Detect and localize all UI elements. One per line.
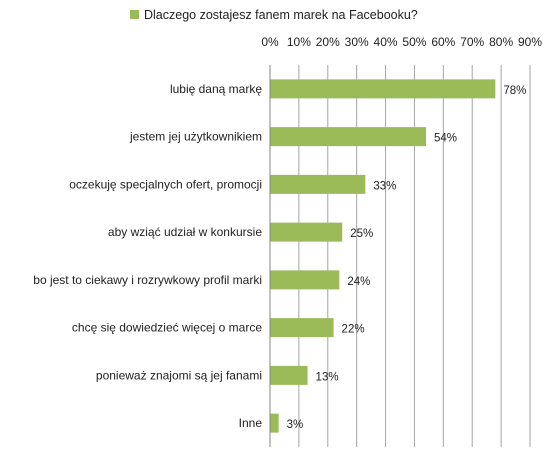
category-label: oczekuję specjalnych ofert, promocji bbox=[69, 177, 262, 191]
bar bbox=[270, 174, 366, 194]
category-label: bo jest to ciekawy i rozrywkowy profil m… bbox=[33, 273, 262, 287]
bar bbox=[270, 365, 308, 385]
x-tick-label: 60% bbox=[431, 35, 455, 49]
legend: Dlaczego zostajesz fanem marek na Facebo… bbox=[130, 8, 418, 22]
x-tick-label: 20% bbox=[316, 35, 340, 49]
category-label: ponieważ znajomi są jej fanami bbox=[96, 368, 262, 382]
bar bbox=[270, 318, 334, 338]
x-tick-label: 30% bbox=[345, 35, 369, 49]
x-tick-label: 0% bbox=[261, 35, 279, 49]
data-labels: 78% 54% 33% 25% 24% 22% 13% 3% bbox=[287, 85, 527, 431]
bars bbox=[270, 79, 496, 433]
gridlines bbox=[269, 65, 531, 447]
category-label: lubię daną markę bbox=[170, 82, 262, 96]
data-label: 33% bbox=[373, 180, 396, 192]
x-tick-label: 80% bbox=[489, 35, 513, 49]
category-label: jestem jej użytkownikiem bbox=[129, 130, 262, 144]
data-label: 22% bbox=[342, 324, 365, 336]
category-label: Inne bbox=[239, 416, 263, 430]
data-label: 25% bbox=[350, 228, 373, 240]
bar bbox=[270, 79, 496, 99]
x-tick-label: 50% bbox=[402, 35, 426, 49]
legend-label: Dlaczego zostajesz fanem marek na Facebo… bbox=[144, 8, 418, 22]
category-label: chcę się dowiedzieć więcej o marce bbox=[72, 321, 262, 335]
category-labels: lubię daną markę jestem jej użytkownikiem… bbox=[33, 82, 262, 430]
bar bbox=[270, 270, 340, 290]
data-label: 54% bbox=[434, 133, 457, 145]
x-tick-label: 90% bbox=[518, 35, 542, 49]
data-label: 3% bbox=[287, 419, 304, 431]
bar bbox=[270, 222, 343, 242]
data-label: 13% bbox=[316, 371, 339, 383]
x-tick-label: 10% bbox=[287, 35, 311, 49]
category-label: aby wziąć udział w konkursie bbox=[108, 225, 262, 239]
x-tick-label: 40% bbox=[374, 35, 398, 49]
data-label: 24% bbox=[347, 276, 370, 288]
x-axis-ticks: 0% 10% 20% 30% 40% 50% 60% 70% 80% 90% bbox=[261, 35, 542, 49]
bar bbox=[270, 413, 279, 433]
bar bbox=[270, 127, 426, 147]
data-label: 78% bbox=[503, 85, 526, 97]
legend-swatch bbox=[130, 10, 139, 19]
x-tick-label: 70% bbox=[460, 35, 484, 49]
